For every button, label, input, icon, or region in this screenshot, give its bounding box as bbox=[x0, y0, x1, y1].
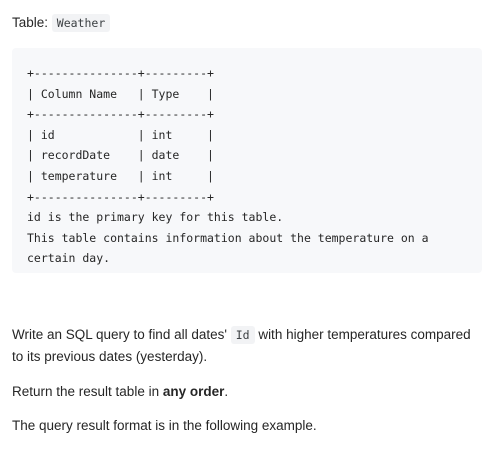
schema-code-block: +---------------+---------+ | Column Nam… bbox=[12, 48, 482, 273]
id-inline-code: Id bbox=[230, 326, 255, 344]
schema-line: +---------------+---------+ bbox=[27, 107, 214, 122]
schema-line: | id | int | bbox=[27, 127, 214, 142]
format-paragraph: The query result format is in the follow… bbox=[12, 418, 317, 433]
table-label-prefix: Table: bbox=[12, 15, 52, 30]
task-paragraph: Write an SQL query to find all dates' Id… bbox=[12, 324, 482, 368]
schema-line: | temperature | int | bbox=[27, 168, 214, 183]
schema-code-text: +---------------+---------+ | Column Nam… bbox=[27, 63, 429, 269]
order-text-end: . bbox=[224, 384, 229, 399]
schema-note: id is the primary key for this table. bbox=[27, 210, 284, 225]
table-label: Table: Weather bbox=[12, 13, 111, 33]
order-text-start: Return the result table in bbox=[12, 384, 163, 399]
any-order-bold: any order bbox=[162, 384, 225, 399]
schema-line: +---------------+---------+ bbox=[27, 66, 214, 80]
schema-line: +---------------+---------+ bbox=[27, 189, 214, 204]
schema-note: This table contains information about th… bbox=[27, 230, 429, 245]
task-text-start: Write an SQL query to find all dates' bbox=[12, 327, 231, 342]
schema-note: certain day. bbox=[27, 251, 111, 266]
table-name-code: Weather bbox=[51, 14, 111, 32]
schema-line: | Column Name | Type | bbox=[27, 86, 214, 101]
schema-line: | recordDate | date | bbox=[27, 148, 214, 163]
order-paragraph: Return the result table in any order. bbox=[12, 381, 482, 403]
task-text-end: with higher temperatures compared to its… bbox=[12, 327, 471, 364]
